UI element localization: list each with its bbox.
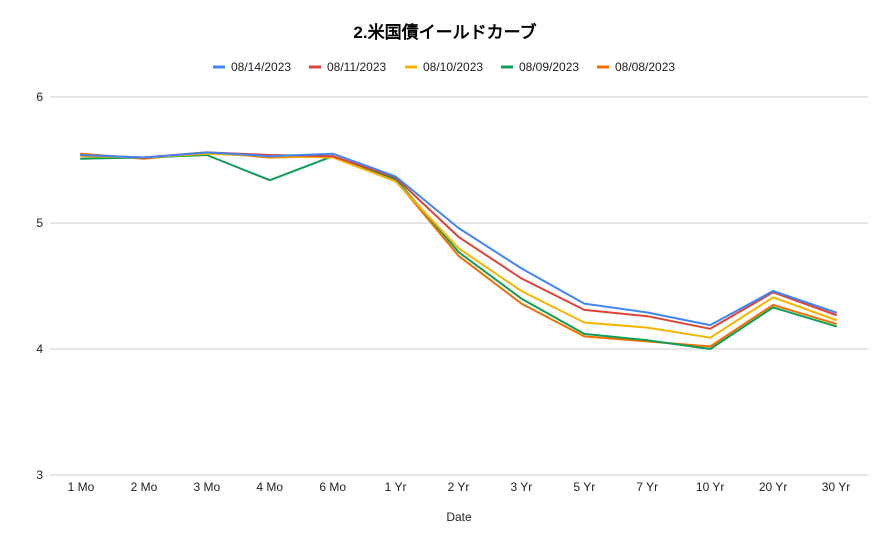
y-tick-label: 6 (36, 90, 43, 104)
x-tick-label: 7 Yr (636, 480, 658, 494)
legend-item[interactable]: 08/10/2023 (405, 60, 483, 74)
legend-label: 08/08/2023 (615, 60, 675, 74)
x-tick-label: 2 Mo (131, 480, 158, 494)
legend-label: 08/14/2023 (231, 60, 291, 74)
chart-title: 2.米国債イールドカーブ (353, 22, 536, 42)
series-lines (80, 151, 837, 350)
x-tick-label: 6 Mo (319, 480, 346, 494)
x-tick-label: 2 Yr (448, 480, 470, 494)
legend-label: 08/11/2023 (327, 60, 386, 74)
x-tick-label: 3 Yr (511, 480, 533, 494)
x-axis-ticks: 1 Mo 2 Mo 3 Mo 4 Mo 6 Mo 1 Yr 2 Yr 3 Yr 5 Yr 7 Yr… (68, 480, 851, 494)
y-tick-label: 5 (36, 216, 43, 230)
x-tick-label: 4 Mo (256, 480, 283, 494)
legend-item[interactable]: 08/09/2023 (501, 60, 579, 74)
series-line-08-09-2023 (80, 154, 837, 350)
legend-label: 08/09/2023 (519, 60, 579, 74)
x-tick-label: 10 Yr (696, 480, 724, 494)
legend-item[interactable]: 08/08/2023 (597, 60, 675, 74)
series-line-08-14-2023 (80, 151, 837, 327)
x-tick-label: 30 Yr (822, 480, 850, 494)
gridlines (50, 96, 868, 476)
legend-item[interactable]: 08/11/2023 (309, 60, 386, 74)
y-tick-label: 3 (36, 468, 43, 482)
series-line-08-11-2023 (80, 151, 837, 330)
x-axis-label: Date (446, 510, 472, 524)
legend-label: 08/10/2023 (423, 60, 483, 74)
x-tick-label: 1 Yr (385, 480, 407, 494)
x-tick-label: 20 Yr (759, 480, 787, 494)
x-tick-label: 1 Mo (68, 480, 95, 494)
y-axis-ticks: 3 4 5 6 (36, 90, 43, 482)
x-tick-label: 5 Yr (573, 480, 595, 494)
legend-item[interactable]: 08/14/2023 (213, 60, 291, 74)
y-tick-label: 4 (36, 342, 43, 356)
x-tick-label: 3 Mo (193, 480, 220, 494)
series-line-08-10-2023 (80, 152, 837, 339)
legend: 08/14/2023 08/11/2023 08/10/2023 08/09/2023… (213, 60, 675, 74)
